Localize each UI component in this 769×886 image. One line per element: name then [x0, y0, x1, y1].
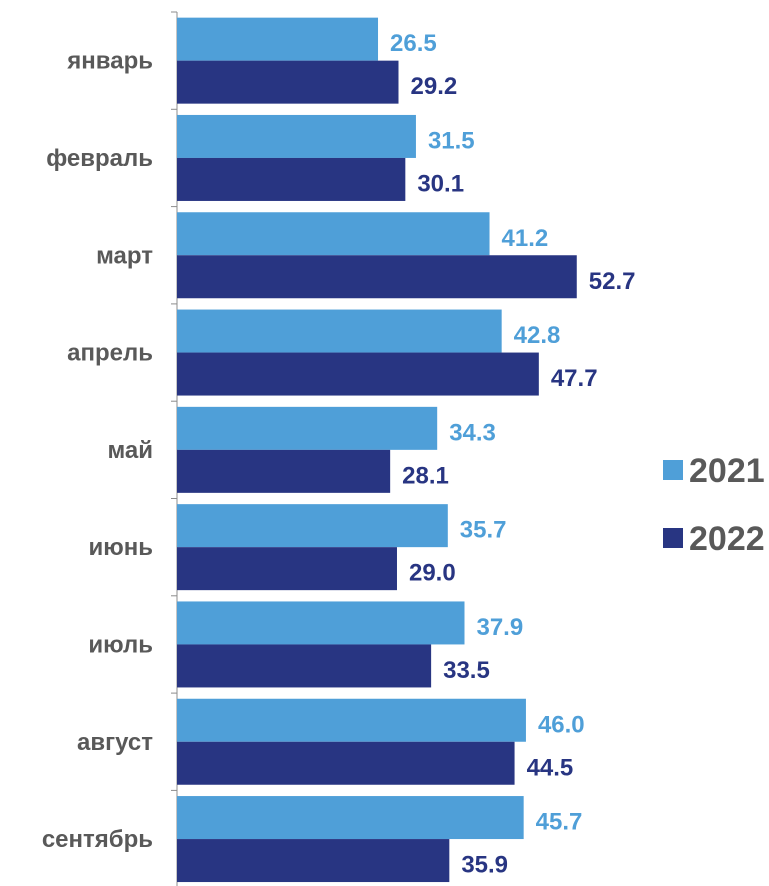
value-label-2022: 33.5 [443, 657, 490, 684]
bar-2021-март [177, 212, 490, 256]
bar-2022-март [177, 255, 577, 299]
bar-2022-июнь [177, 547, 397, 591]
legend-label-2022: 2022 [689, 520, 765, 558]
legend: 2021 2022 [663, 452, 765, 558]
value-label-2021: 35.7 [460, 517, 507, 544]
value-label-2022: 30.1 [417, 170, 464, 197]
category-label: март [96, 242, 153, 269]
category-label: январь [66, 48, 153, 75]
value-label-2021: 42.8 [514, 322, 561, 349]
axis-group [171, 11, 178, 886]
value-label-2022: 44.5 [527, 754, 574, 781]
legend-swatch-2021 [663, 460, 683, 480]
value-label-2021: 26.5 [390, 30, 437, 57]
value-label-2021: 46.0 [538, 711, 585, 738]
legend-swatch-2022 [663, 528, 683, 548]
bar-2022-январь [177, 60, 399, 104]
bar-2022-август [177, 741, 515, 785]
value-label-2021: 37.9 [476, 614, 523, 641]
category-label: апрель [67, 340, 153, 367]
value-label-2022: 28.1 [402, 462, 449, 489]
value-label-2021: 34.3 [449, 419, 496, 446]
value-label-2022: 29.0 [409, 560, 456, 587]
bar-2021-май [177, 406, 438, 450]
category-labels: январь февраль март апрель май июнь июль август… [42, 48, 153, 853]
bar-2022-февраль [177, 157, 406, 201]
value-label-2021: 45.7 [536, 809, 583, 836]
bar-2021-август [177, 698, 526, 742]
bar-2021-апрель [177, 309, 502, 353]
value-label-2021: 41.2 [502, 225, 549, 252]
category-label: июль [88, 631, 153, 658]
bar-2021-июнь [177, 504, 448, 548]
value-label-2022: 52.7 [589, 268, 636, 295]
bar-2022-май [177, 449, 391, 493]
value-labels: 26.5 29.2 31.5 30.1 41.2 52.7 42.8 47.7 34.328.1… [390, 30, 635, 878]
legend-label-2021: 2021 [689, 452, 765, 490]
category-label: август [77, 729, 153, 756]
bar-2021-сентябрь [177, 796, 524, 840]
category-label: сентябрь [42, 826, 153, 853]
category-label: июнь [89, 534, 154, 561]
bar-2021-февраль [177, 114, 416, 158]
category-label: май [107, 437, 153, 464]
value-label-2022: 35.9 [461, 852, 508, 879]
value-label-2021: 31.5 [428, 127, 475, 154]
bar-2022-апрель [177, 352, 539, 396]
value-label-2022: 29.2 [411, 73, 458, 100]
category-label: февраль [46, 145, 153, 172]
bar-2021-январь [177, 17, 379, 61]
bar-2022-июль [177, 644, 432, 688]
bar-2021-июль [177, 601, 465, 645]
bar-2022-сентябрь [177, 839, 450, 883]
bars-group [177, 17, 577, 883]
value-label-2022: 47.7 [551, 365, 598, 392]
